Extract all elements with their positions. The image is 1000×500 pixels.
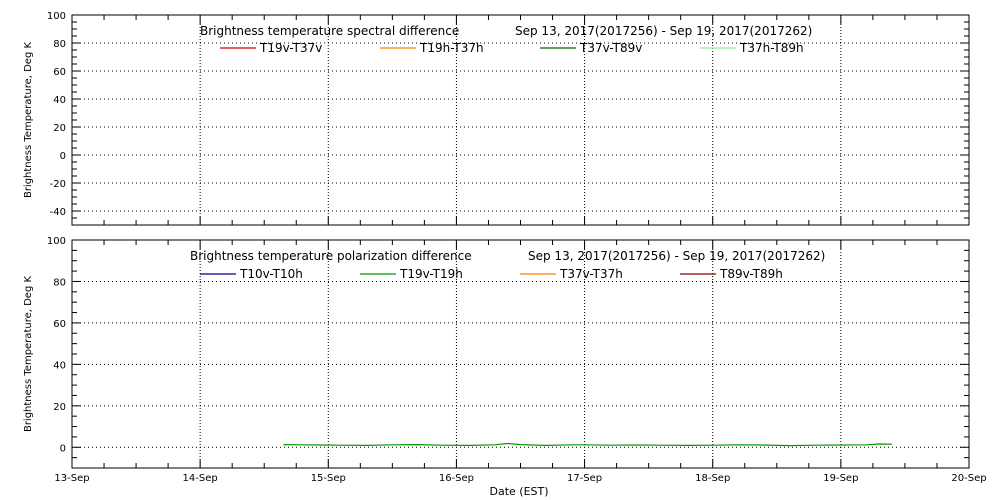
x-axis-label: Date (EST) — [489, 485, 548, 498]
chart-title: Brightness temperature polarization diff… — [190, 249, 472, 263]
legend-label: T10v-T10h — [239, 267, 303, 281]
y-tick-label: -40 — [50, 207, 66, 218]
x-tick-label: 17-Sep — [567, 473, 602, 484]
x-tick-label: 18-Sep — [695, 473, 730, 484]
y-tick-label: 20 — [53, 123, 66, 134]
legend-label: T37v-T37h — [559, 267, 623, 281]
legend-label: T37v-T89v — [579, 41, 642, 55]
legend-label: T19v-T37v — [259, 41, 322, 55]
y-axis-label: Brightness Temperature, Deg K — [23, 42, 34, 199]
chart-title: Brightness temperature spectral differen… — [200, 24, 459, 38]
y-tick-label: -20 — [50, 179, 66, 190]
chart-date-range: Sep 13, 2017(2017256) - Sep 19, 2017(201… — [528, 249, 825, 263]
x-tick-label: 19-Sep — [823, 473, 858, 484]
y-tick-label: 40 — [53, 95, 66, 106]
y-tick-label: 0 — [60, 151, 66, 162]
legend-label: T37h-T89h — [739, 41, 804, 55]
y-tick-label: 80 — [53, 39, 66, 50]
y-tick-label: 40 — [53, 360, 66, 371]
legend-label: T89v-T89h — [719, 267, 783, 281]
y-tick-label: 60 — [53, 319, 66, 330]
y-tick-label: 20 — [53, 402, 66, 413]
legend-label: T19h-T37h — [419, 41, 484, 55]
y-tick-label: 80 — [53, 277, 66, 288]
x-tick-label: 14-Sep — [183, 473, 218, 484]
spectral-difference-panel: -40 -20 0 20 40 60 80 100 Brightness Temperature… — [23, 11, 970, 226]
y-tick-label: 100 — [47, 236, 66, 247]
x-tick-label: 16-Sep — [439, 473, 474, 484]
x-tick-label: 13-Sep — [54, 473, 89, 484]
plot-frame — [71, 14, 970, 226]
y-tick-label: 0 — [60, 443, 66, 454]
polarization-difference-panel: 0 20 40 60 80 100 13-Sep 14-Sep 15-Sep 16-Sep 17-S… — [23, 236, 987, 498]
legend-label: T19v-T19h — [399, 267, 463, 281]
y-tick-label: 60 — [53, 67, 66, 78]
series-line — [283, 442, 893, 447]
y-axis-label: Brightness Temperature, Deg K — [23, 276, 34, 433]
chart-date-range: Sep 13, 2017(2017256) - Sep 19, 2017(201… — [515, 24, 812, 38]
y-tick-label: 100 — [47, 11, 66, 22]
x-tick-label: 15-Sep — [311, 473, 346, 484]
x-tick-label: 20-Sep — [951, 473, 986, 484]
